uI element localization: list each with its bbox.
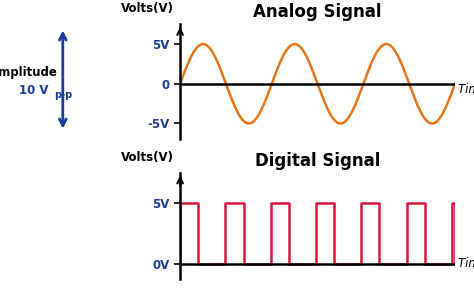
Text: 10 V: 10 V (19, 85, 48, 97)
Text: Time (t): Time (t) (458, 258, 474, 270)
Text: Time (t): Time (t) (458, 83, 474, 96)
Title: Analog Signal: Analog Signal (253, 3, 382, 21)
Text: Volts(V): Volts(V) (120, 2, 173, 15)
Title: Digital Signal: Digital Signal (255, 152, 380, 170)
Text: Volts(V): Volts(V) (120, 151, 173, 164)
Text: p-p: p-p (55, 90, 73, 101)
Text: Amplitude: Amplitude (0, 66, 58, 79)
